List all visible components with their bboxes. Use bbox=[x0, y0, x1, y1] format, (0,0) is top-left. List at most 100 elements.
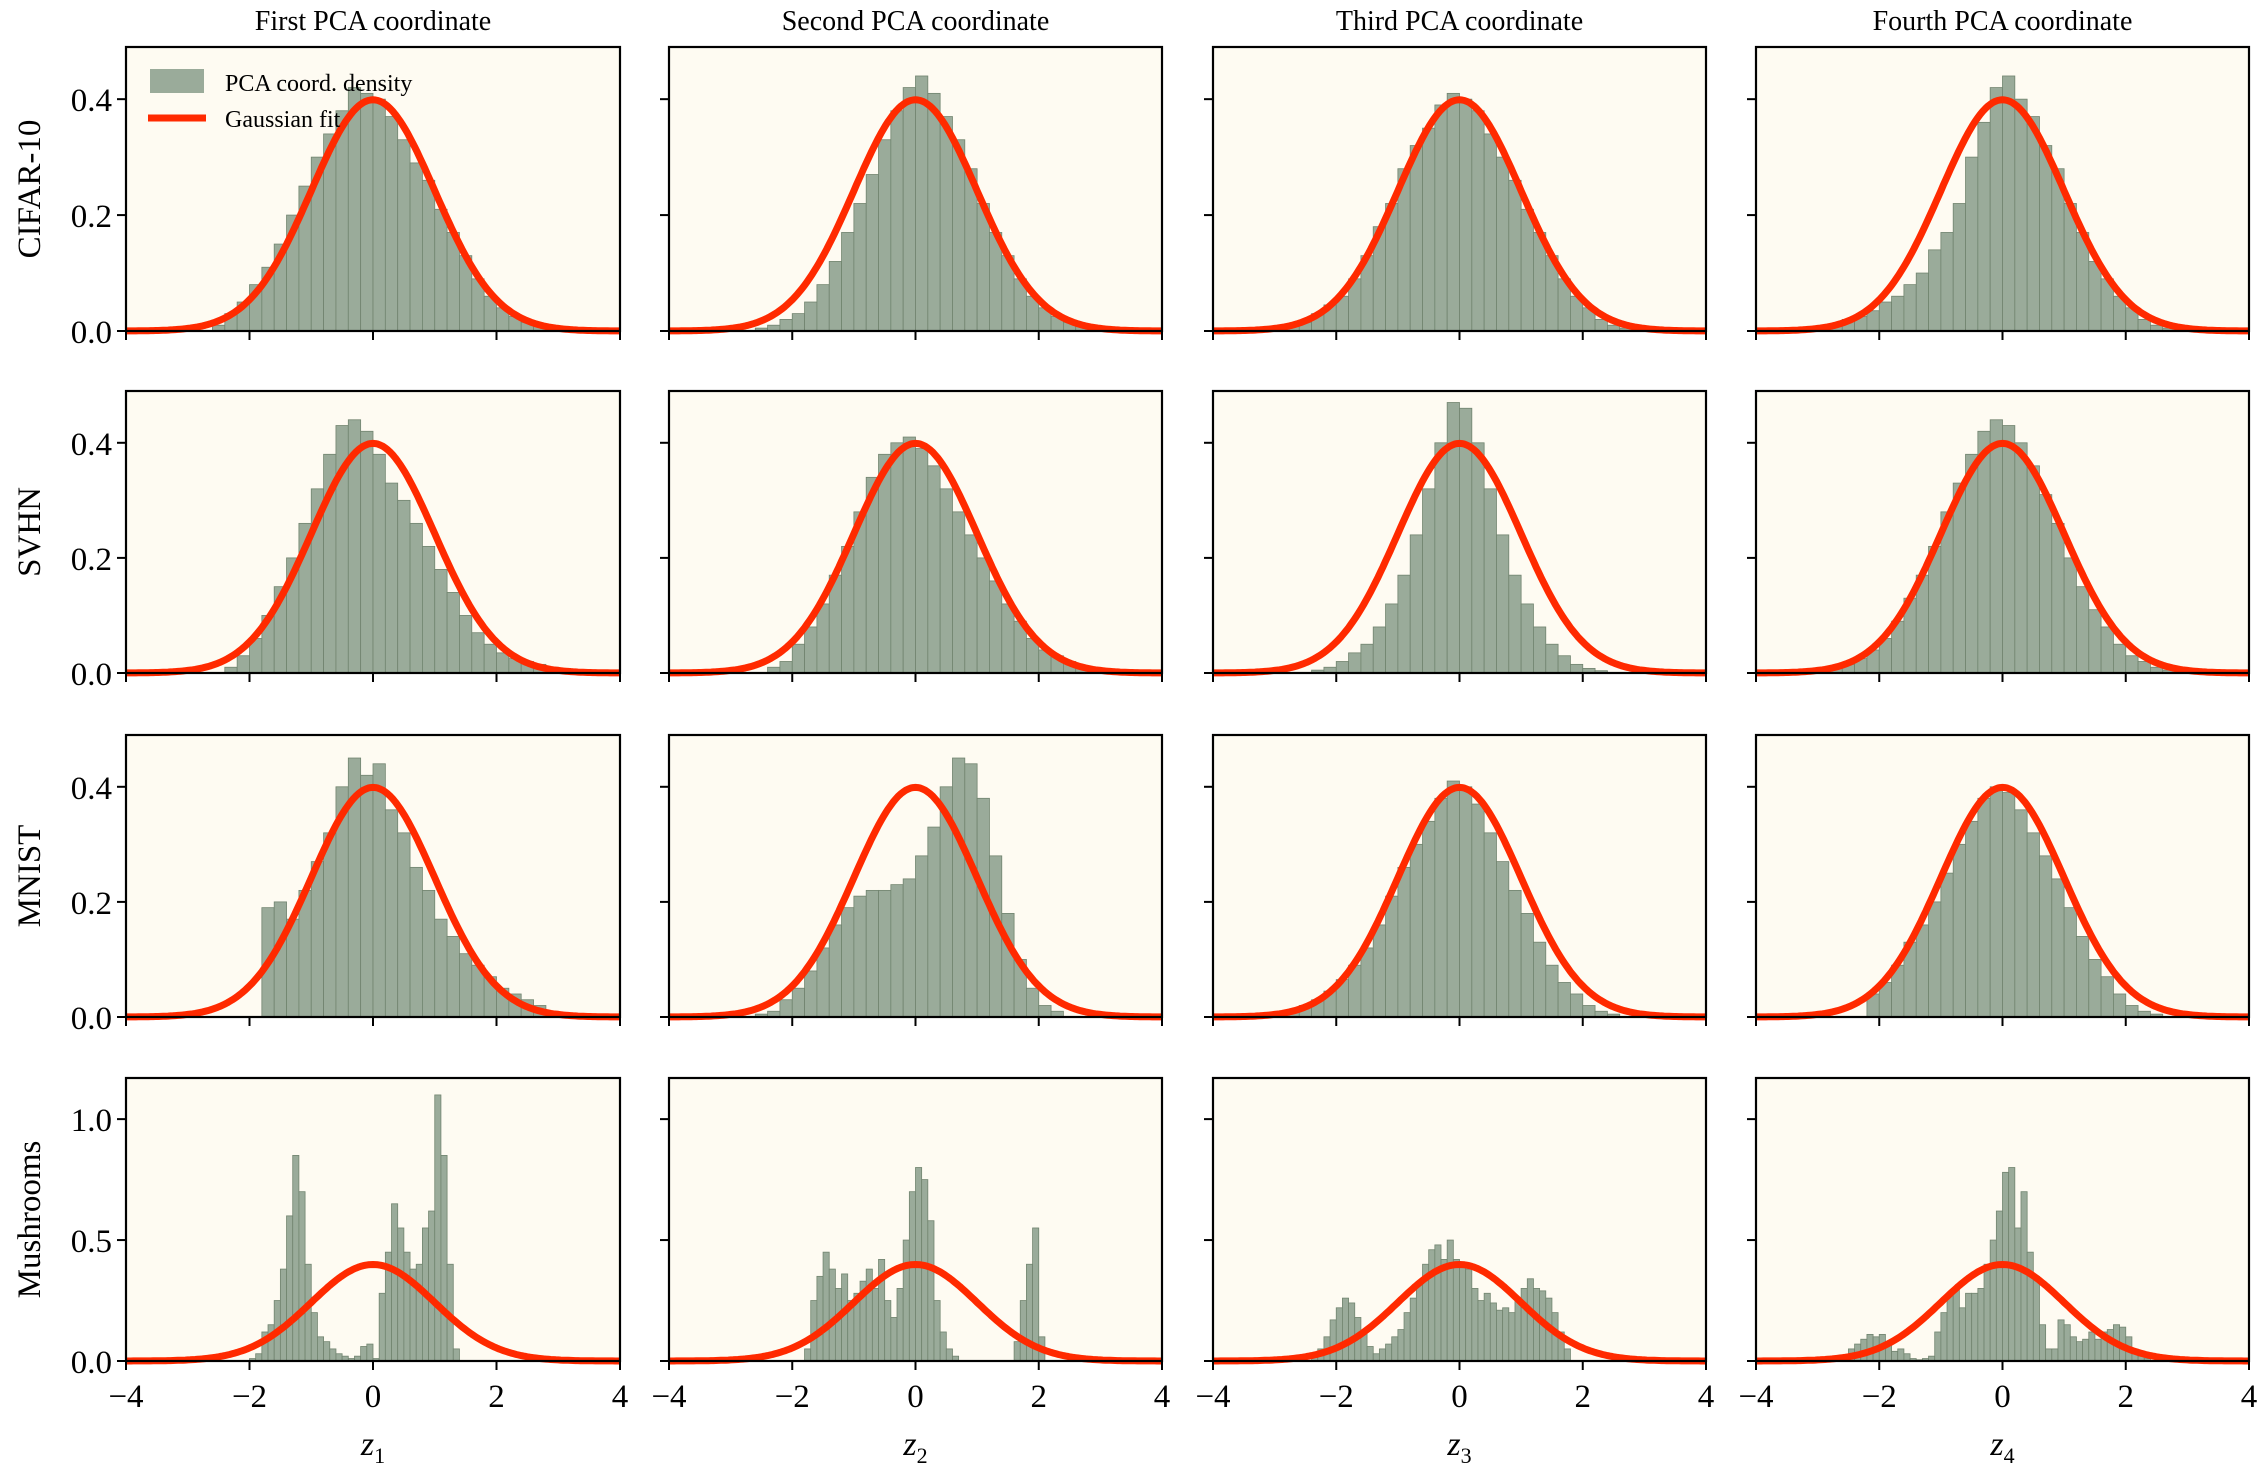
histogram-bar bbox=[372, 763, 386, 1018]
histogram-bar bbox=[2026, 116, 2040, 332]
histogram-bar bbox=[1526, 1278, 1534, 1362]
y-tick-label: 0.4 bbox=[71, 83, 112, 119]
histogram-bar bbox=[2137, 661, 2151, 674]
histogram-bar bbox=[2002, 792, 2016, 1018]
histogram-bar bbox=[1545, 643, 1559, 674]
histogram-bar bbox=[2082, 1338, 2090, 1362]
histogram-bar bbox=[902, 1239, 910, 1362]
histogram-bar bbox=[1520, 913, 1534, 1018]
histogram-bar bbox=[2063, 1324, 2071, 1362]
histogram-bar bbox=[298, 1191, 306, 1362]
histogram-bar bbox=[952, 139, 966, 332]
histogram-bar bbox=[933, 1300, 941, 1362]
histogram-bar bbox=[878, 139, 892, 332]
histogram-bar bbox=[459, 953, 473, 1018]
histogram-bar bbox=[908, 1191, 916, 1362]
legend: PCA coord. density Gaussian fit bbox=[148, 69, 412, 133]
histogram-bar bbox=[428, 1210, 436, 1362]
histogram-bar bbox=[1032, 1227, 1040, 1362]
histogram-bar bbox=[822, 1251, 830, 1362]
histogram-bar bbox=[421, 889, 436, 1018]
histogram-bar bbox=[804, 970, 818, 1018]
column-title: Third PCA coordinate bbox=[1336, 6, 1583, 37]
histogram-bar bbox=[871, 1288, 879, 1362]
histogram-bar bbox=[1348, 652, 1362, 674]
histogram-bar bbox=[409, 866, 423, 1018]
panel-r4-c1: 0.0 0.5 1.0 −4 −2 0 2 4 Mushrooms z1 bbox=[12, 1076, 628, 1468]
gaussian-fit-line bbox=[125, 783, 621, 1021]
panel-r4-c2: −4 −2 0 2 4z2 bbox=[651, 1076, 1171, 1468]
histogram-bar bbox=[2039, 855, 2053, 1018]
column-title: First PCA coordinate bbox=[255, 6, 491, 37]
histogram-bar bbox=[945, 1348, 953, 1362]
histogram-bar bbox=[2088, 1331, 2096, 1362]
histogram-bar bbox=[434, 918, 448, 1018]
histogram-bar bbox=[421, 179, 436, 332]
histogram-bar bbox=[1977, 797, 1991, 1018]
gaussian-fit-line bbox=[1212, 439, 1707, 677]
histogram-bar bbox=[1471, 442, 1485, 674]
histogram-bar bbox=[372, 98, 386, 332]
x-tick-label: 0 bbox=[907, 1379, 924, 1415]
histogram-bar bbox=[1001, 603, 1015, 674]
histogram-bar bbox=[1594, 319, 1608, 332]
panel-r3-c1: 0.0 0.2 0.4 MNIST bbox=[12, 733, 622, 1037]
histogram-bar bbox=[1533, 1288, 1541, 1362]
histogram-bar bbox=[397, 139, 411, 332]
histogram-bar bbox=[2063, 557, 2077, 674]
histogram-bar bbox=[1489, 1302, 1497, 1362]
y-tick-label: 0.0 bbox=[71, 1001, 112, 1037]
histogram-bar bbox=[1465, 1268, 1473, 1362]
histogram-bar bbox=[1372, 924, 1386, 1018]
histogram-bar bbox=[1965, 453, 1979, 674]
histogram-bar bbox=[896, 1288, 904, 1362]
x-tick-label: 2 bbox=[1031, 1379, 1048, 1415]
histogram-bar bbox=[2088, 959, 2102, 1018]
histogram-bar bbox=[2002, 75, 2016, 332]
y-tick-label: 0.4 bbox=[71, 427, 112, 463]
histogram-bar bbox=[1891, 1350, 1899, 1362]
histogram-bar bbox=[779, 661, 793, 674]
histogram-bar bbox=[828, 1268, 836, 1362]
histogram-bar bbox=[1403, 1312, 1411, 1362]
histogram-bar bbox=[2057, 1319, 2065, 1362]
histogram-bar bbox=[317, 1336, 324, 1362]
x-tick-label: 4 bbox=[1154, 1379, 1171, 1415]
histogram-bar bbox=[989, 580, 1003, 674]
histogram-bar bbox=[434, 1094, 442, 1362]
histogram-bar bbox=[2014, 809, 2028, 1018]
histogram-bar bbox=[865, 174, 879, 332]
panel-r1-c4: Fourth PCA coordinate bbox=[1747, 6, 2251, 340]
histogram-bar bbox=[1483, 1292, 1491, 1362]
histogram-bar bbox=[1952, 482, 1966, 674]
panel-r2-c3 bbox=[1204, 389, 1708, 682]
histogram-bar bbox=[841, 232, 855, 332]
histogram-bar bbox=[1360, 947, 1374, 1018]
histogram-bar bbox=[1422, 488, 1436, 674]
histogram-bar bbox=[415, 1263, 423, 1362]
histogram-bar bbox=[279, 1268, 287, 1362]
histogram-bar bbox=[902, 878, 916, 1018]
column-title: Second PCA coordinate bbox=[782, 6, 1050, 37]
histogram-bar bbox=[2051, 878, 2065, 1018]
histogram-bar bbox=[372, 453, 386, 674]
histogram-bar bbox=[1409, 145, 1423, 332]
panel-r3-c2 bbox=[660, 733, 1164, 1026]
histogram-bar bbox=[2076, 1341, 2084, 1362]
histogram-bar bbox=[1977, 430, 1991, 674]
histogram-bar bbox=[1520, 603, 1534, 674]
histogram-bar bbox=[1928, 901, 1942, 1018]
histogram-bar bbox=[2014, 442, 2028, 674]
histogram-bar bbox=[1965, 820, 1979, 1018]
histogram-bar bbox=[1977, 1288, 1985, 1362]
histogram-bar bbox=[976, 557, 990, 674]
histogram-bar bbox=[2125, 1005, 2139, 1018]
histogram-bar bbox=[2002, 425, 2016, 674]
histogram-bar bbox=[1483, 133, 1497, 332]
histogram-bar bbox=[1459, 786, 1473, 1018]
histogram-bar bbox=[2039, 494, 2053, 674]
y-tick-label: 0.2 bbox=[71, 542, 112, 578]
histogram-bar bbox=[1989, 1239, 1997, 1362]
histogram-bar bbox=[989, 855, 1003, 1018]
